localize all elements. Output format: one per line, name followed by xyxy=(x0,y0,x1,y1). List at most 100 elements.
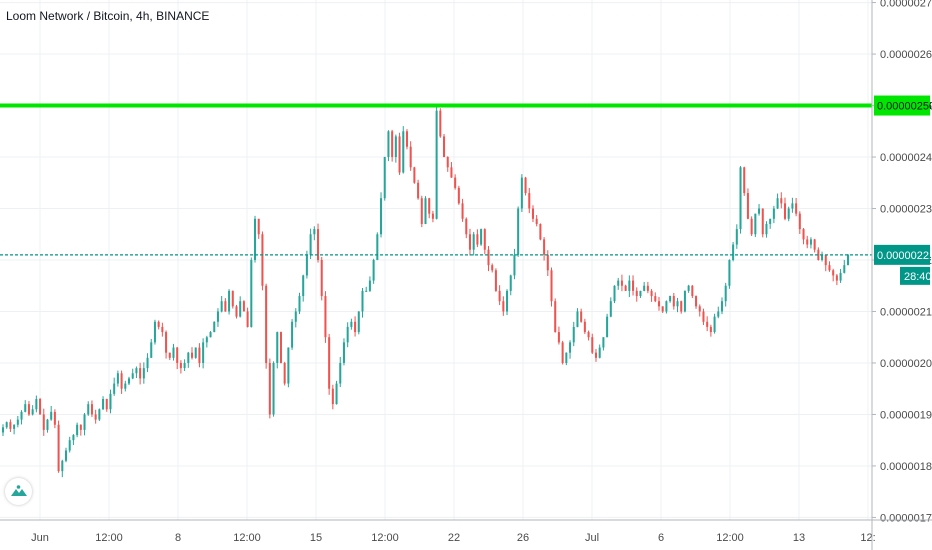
candle-body xyxy=(487,249,490,266)
candle-body xyxy=(242,301,245,312)
candle-body xyxy=(806,239,809,245)
last-price-badge xyxy=(874,244,930,265)
candle-body xyxy=(461,203,464,219)
candle-body xyxy=(350,321,353,327)
candle-body xyxy=(809,239,812,245)
candle-body xyxy=(494,270,497,291)
candle-body xyxy=(824,254,827,266)
candle-body xyxy=(517,208,520,255)
candle-body xyxy=(213,321,216,333)
candle-body xyxy=(524,177,527,194)
candle-body xyxy=(839,272,842,281)
candle-body xyxy=(113,383,116,394)
candle-body xyxy=(417,182,420,199)
candle-body xyxy=(64,450,68,461)
candle-body xyxy=(153,321,156,343)
candle-body xyxy=(261,234,264,286)
candle-body xyxy=(272,362,275,415)
candle-body xyxy=(405,131,408,147)
candle-body xyxy=(450,167,453,178)
candle-body xyxy=(383,157,386,199)
candle-body xyxy=(609,301,612,317)
candle-body xyxy=(624,285,627,291)
candle-body xyxy=(205,337,208,343)
candle-body xyxy=(646,285,649,291)
candle-body xyxy=(706,321,709,327)
candle-body xyxy=(431,213,434,219)
candle-body xyxy=(324,296,327,338)
candle-body xyxy=(520,177,523,209)
x-tick-label: 8 xyxy=(175,532,181,544)
candle-body xyxy=(235,306,238,317)
candle-body xyxy=(617,280,620,286)
x-tick-label: 13 xyxy=(793,532,805,544)
candle-body xyxy=(157,321,160,327)
candle-body xyxy=(468,234,471,250)
candle-body xyxy=(168,352,171,358)
x-tick-label: 6 xyxy=(658,532,664,544)
candle-body xyxy=(798,213,801,230)
x-tick-label: 12:00 xyxy=(371,532,399,544)
candle-body xyxy=(72,435,75,441)
candle-body xyxy=(287,347,290,384)
candle-body xyxy=(654,296,657,302)
candle-body xyxy=(376,234,379,260)
candle-body xyxy=(657,301,661,307)
candle-body xyxy=(335,383,338,405)
candle-body xyxy=(5,422,8,428)
candle-body xyxy=(695,296,698,307)
candle-body xyxy=(802,229,805,240)
candle-body xyxy=(561,342,564,363)
candle-body xyxy=(413,167,416,183)
candle-body xyxy=(817,249,820,260)
horizontal-lines[interactable] xyxy=(0,103,872,256)
candle-body xyxy=(446,157,449,168)
candle-body xyxy=(795,203,798,214)
candle-body xyxy=(480,229,483,245)
candle-body xyxy=(294,311,297,322)
candle-body xyxy=(172,347,175,358)
candle-body xyxy=(702,311,705,322)
candle-body xyxy=(194,347,197,358)
candle-body xyxy=(832,270,835,276)
candle-body xyxy=(613,285,616,302)
candle-body xyxy=(94,414,97,420)
candle-body xyxy=(635,290,638,297)
candle-body xyxy=(846,254,850,266)
candle-body xyxy=(165,332,168,353)
candle-body xyxy=(531,208,534,219)
candle-body xyxy=(53,411,56,425)
candle-body xyxy=(732,244,735,260)
candle-body xyxy=(639,290,642,297)
tradingview-mountain-icon xyxy=(11,485,27,496)
x-tick-label: 12:00 xyxy=(716,532,744,544)
candle-body xyxy=(328,337,331,389)
candle-body xyxy=(228,290,231,312)
candle-body xyxy=(42,414,45,430)
candle-body xyxy=(357,311,360,333)
candle-body xyxy=(87,404,90,415)
candle-body xyxy=(783,203,787,219)
candle-body xyxy=(216,311,219,322)
candle-body xyxy=(176,347,179,363)
candle-body xyxy=(291,321,294,348)
candle-body xyxy=(142,368,145,379)
candle-body xyxy=(717,311,720,317)
candle-body xyxy=(183,362,186,369)
tradingview-logo[interactable] xyxy=(5,478,32,505)
candle-body xyxy=(669,296,672,302)
candle-body xyxy=(672,296,675,307)
candle-body xyxy=(750,218,753,235)
candle-body xyxy=(528,193,531,209)
candle-body xyxy=(342,342,345,363)
candle-body xyxy=(787,208,790,219)
candle-body xyxy=(39,399,42,415)
candle-body xyxy=(209,332,212,338)
